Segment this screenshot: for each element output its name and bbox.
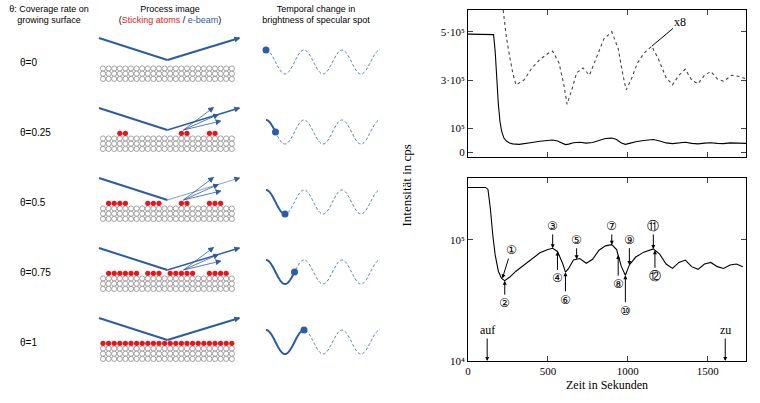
svg-text:⑤: ⑤ — [571, 233, 582, 247]
svg-text:⑧: ⑧ — [613, 277, 624, 291]
svg-text:1000: 1000 — [617, 365, 640, 377]
svg-text:x8: x8 — [674, 15, 686, 29]
svg-text:zu: zu — [720, 323, 731, 337]
svg-text:auf: auf — [480, 323, 495, 337]
svg-text:10⁵: 10⁵ — [450, 234, 465, 246]
svg-text:(Sticking atoms / e-beam): (Sticking atoms / e-beam) — [119, 15, 222, 25]
svg-text:⑥: ⑥ — [560, 293, 571, 307]
svg-text:Intensität in cps: Intensität in cps — [399, 144, 414, 226]
svg-text:5·10⁵: 5·10⁵ — [441, 26, 465, 38]
svg-text:Temporal change in: Temporal change in — [277, 4, 356, 14]
svg-text:500: 500 — [540, 365, 557, 377]
svg-text:0: 0 — [459, 146, 465, 158]
svg-text:θ=1: θ=1 — [20, 337, 37, 348]
svg-text:θ: Coverage rate on: θ: Coverage rate on — [9, 4, 89, 14]
svg-text:brightness of specular spot: brightness of specular spot — [262, 15, 370, 25]
svg-text:1500: 1500 — [697, 365, 720, 377]
svg-text:θ=0.5: θ=0.5 — [20, 197, 46, 208]
svg-text:④: ④ — [552, 271, 563, 285]
svg-text:10⁴: 10⁴ — [450, 355, 465, 367]
svg-text:Zeit in Sekunden: Zeit in Sekunden — [566, 378, 648, 392]
svg-text:③: ③ — [547, 219, 558, 233]
svg-text:①: ① — [506, 243, 517, 257]
svg-text:⑦: ⑦ — [606, 219, 617, 233]
svg-text:⑩: ⑩ — [620, 304, 631, 318]
svg-text:⑨: ⑨ — [624, 233, 635, 247]
svg-text:θ=0.75: θ=0.75 — [20, 267, 51, 278]
svg-text:3·10⁵: 3·10⁵ — [441, 74, 465, 86]
svg-text:0: 0 — [465, 365, 471, 377]
svg-text:⑪: ⑪ — [647, 219, 659, 233]
svg-text:growing surface: growing surface — [17, 15, 81, 25]
svg-text:⑫: ⑫ — [649, 269, 661, 283]
svg-text:θ=0: θ=0 — [20, 57, 37, 68]
svg-text:Process image: Process image — [140, 4, 200, 14]
svg-text:②: ② — [499, 296, 510, 310]
svg-text:θ=0.25: θ=0.25 — [20, 127, 51, 138]
svg-text:10⁵: 10⁵ — [450, 122, 465, 134]
